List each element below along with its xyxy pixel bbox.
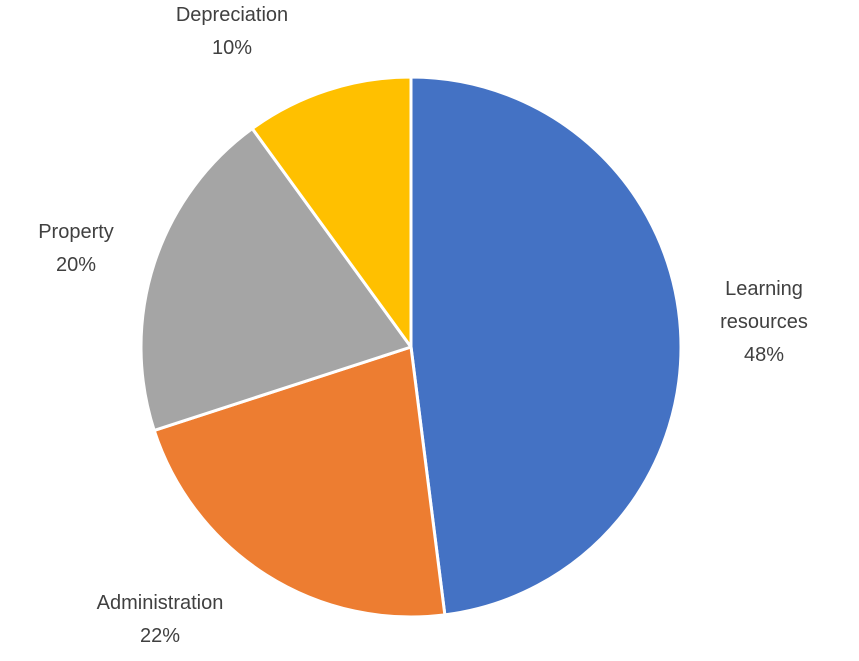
data-label-category: resources [720,311,808,333]
data-label-administration: Administration 22% [97,592,224,647]
data-label-percent: 20% [56,254,96,276]
pie-slice-learning-resources [409,75,683,617]
pie-slice-administration [152,345,447,619]
data-label-percent: 22% [140,625,180,647]
data-label-percent: 10% [212,37,252,59]
data-label-property: Property 20% [38,221,114,276]
slices [139,75,683,619]
data-label-category: Depreciation [176,4,288,26]
pie-slice-depreciation [250,75,413,349]
data-label-category: Property [38,221,114,243]
data-label-learning-resources: Learning resources 48% [720,278,808,366]
data-label-category: Learning [725,278,803,300]
data-label-category: Administration [97,592,224,614]
data-labels: Learning resources 48% Administration 22% Pro… [38,4,808,647]
pie-slice-property [139,127,413,432]
data-label-percent: 48% [744,344,784,366]
data-label-depreciation: Depreciation 10% [176,4,288,59]
